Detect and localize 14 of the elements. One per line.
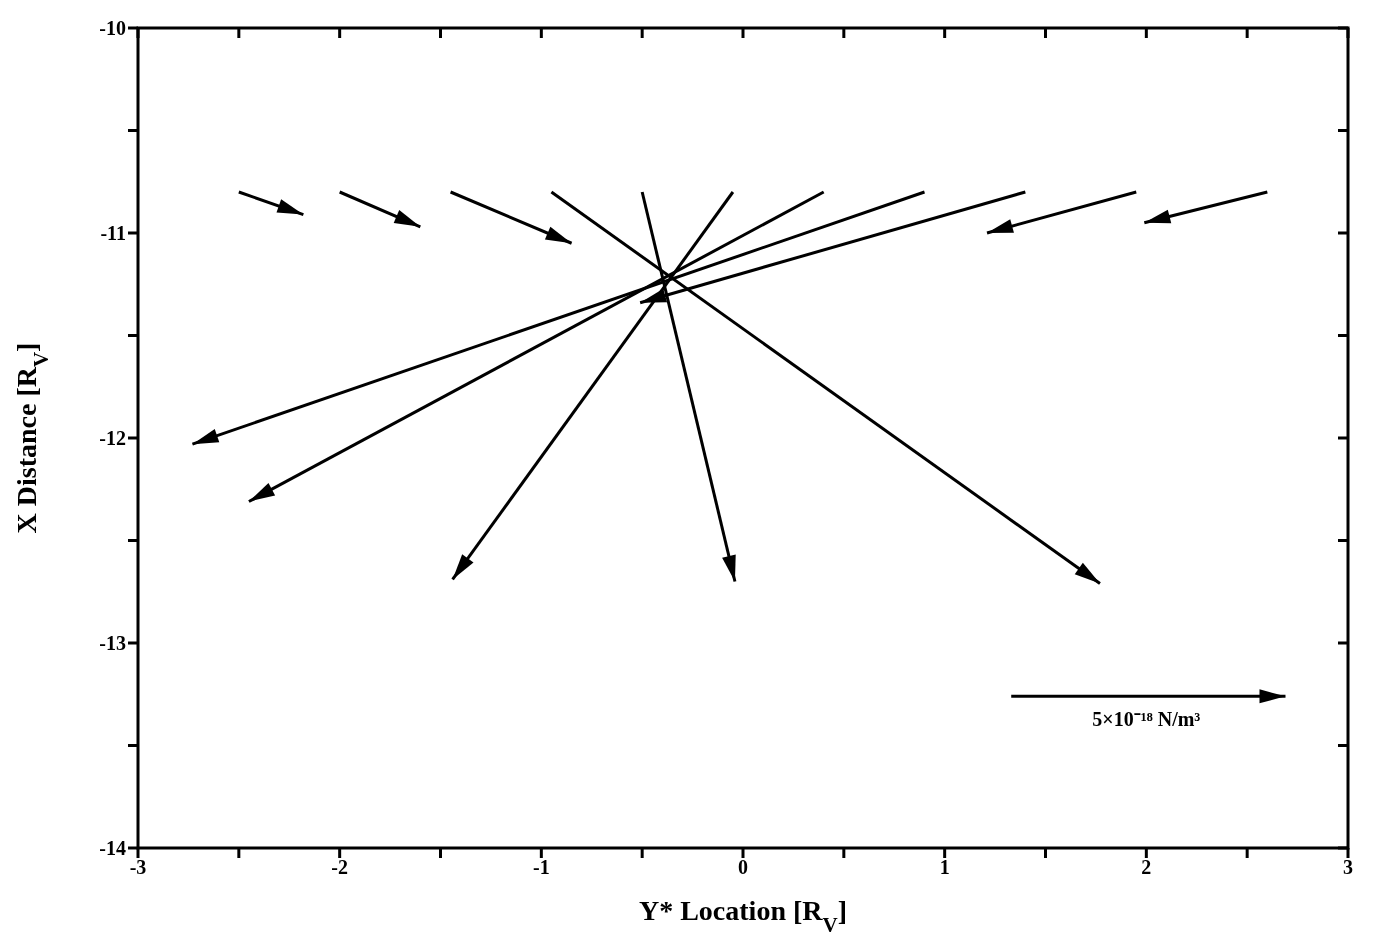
x-axis-title: Y* Location [R$_{V}$] — [638, 895, 848, 937]
x-tick-label: 1 — [939, 856, 950, 879]
y-tick-label: -13 — [99, 632, 126, 655]
x-tick-label: 2 — [1141, 856, 1152, 879]
x-tick-label: -2 — [331, 856, 348, 879]
y-tick-label: -12 — [99, 427, 126, 450]
x-tick-label: -3 — [129, 856, 147, 879]
y-tick-label: -10 — [99, 17, 126, 40]
y-tick-label: -14 — [99, 837, 126, 860]
x-tick-label: 0 — [738, 856, 748, 879]
y-tick-label: -11 — [100, 222, 126, 245]
x-tick-label: 3 — [1343, 856, 1353, 879]
annotation: 5×10⁻¹⁸ N/m³ — [1092, 708, 1201, 731]
x-tick-label: -1 — [533, 856, 550, 879]
